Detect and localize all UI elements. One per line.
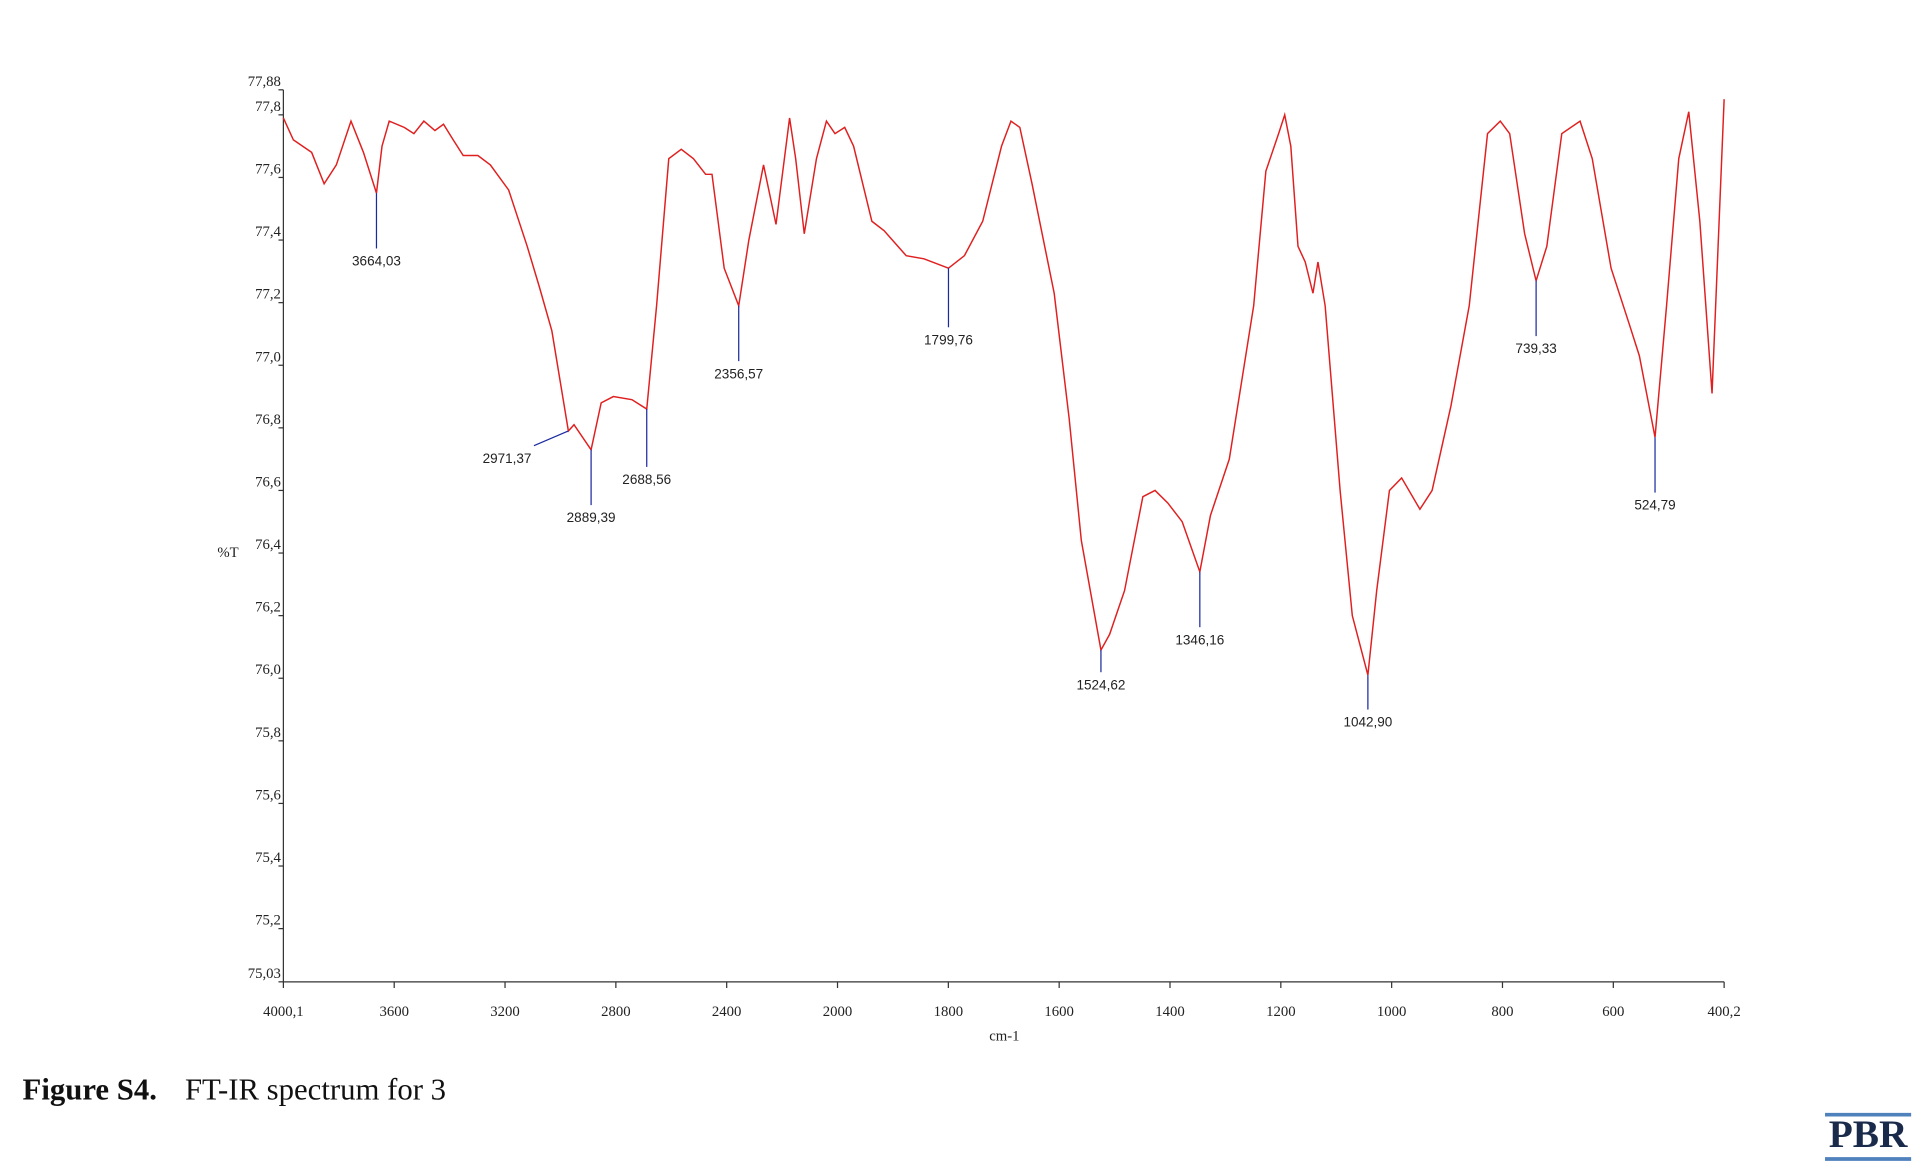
peak-label: 2889,39 [567, 510, 616, 525]
x-tick-label: 3200 [490, 1004, 519, 1020]
y-tick-label: 75,03 [248, 966, 281, 982]
x-tick-label: 1600 [1044, 1004, 1074, 1020]
x-tick-label: 2000 [823, 1004, 853, 1020]
peak-label: 3664,03 [352, 254, 401, 269]
y-tick-label: 76,6 [255, 474, 281, 490]
y-tick-label: 76,4 [255, 537, 281, 553]
peak-label: 1799,76 [924, 332, 973, 347]
y-tick-label: 77,6 [255, 161, 281, 177]
x-tick-label: 1000 [1377, 1004, 1407, 1020]
y-tick-label: 76,2 [255, 600, 281, 616]
caption-label: Figure S4. [23, 1073, 157, 1107]
x-tick-label: 4000,1 [263, 1004, 304, 1020]
peak-label: 524,79 [1634, 498, 1675, 513]
x-tick-label: 600 [1602, 1004, 1624, 1020]
y-tick-label: 77,4 [255, 224, 281, 240]
x-tick-label: 2800 [601, 1004, 630, 1020]
peak-label: 2356,57 [714, 366, 763, 381]
y-tick-label: 76,0 [255, 662, 281, 678]
spectrum-line [282, 99, 1725, 676]
peak-label: 2971,37 [483, 451, 532, 466]
peak-label: 1042,90 [1343, 715, 1392, 730]
caption-text: FT-IR spectrum for 3 [185, 1073, 446, 1107]
y-axis-label: %T [217, 545, 238, 561]
x-tick-label: 3600 [379, 1004, 409, 1020]
y-tick-label: 77,0 [255, 349, 281, 365]
y-tick-label: 76,8 [255, 412, 281, 428]
y-tick-label: 77,8 [255, 99, 281, 115]
x-tick-label: 1200 [1266, 1004, 1296, 1020]
y-tick-label: 75,8 [255, 725, 281, 741]
peak-marker [533, 430, 569, 447]
y-tick-label: 75,4 [255, 850, 281, 866]
y-tick-label: 77,88 [248, 74, 281, 90]
y-tick-label: 77,2 [255, 287, 281, 303]
y-tick-label: 75,2 [255, 913, 281, 929]
x-tick-label: 2400 [712, 1004, 742, 1020]
x-tick-label: 1800 [934, 1004, 964, 1020]
x-tick-label: 800 [1491, 1004, 1513, 1020]
logo: PBR [1829, 1112, 1908, 1156]
x-tick-label: 400,2 [1708, 1004, 1741, 1020]
y-tick-label: 75,6 [255, 787, 281, 803]
peak-label: 2688,56 [622, 472, 671, 487]
peak-label: 1524,62 [1077, 677, 1126, 692]
peak-label: 739,33 [1515, 341, 1556, 356]
x-tick-label: 1400 [1155, 1004, 1185, 1020]
x-axis-label: cm-1 [989, 1029, 1019, 1045]
peak-label: 1346,16 [1175, 632, 1224, 647]
